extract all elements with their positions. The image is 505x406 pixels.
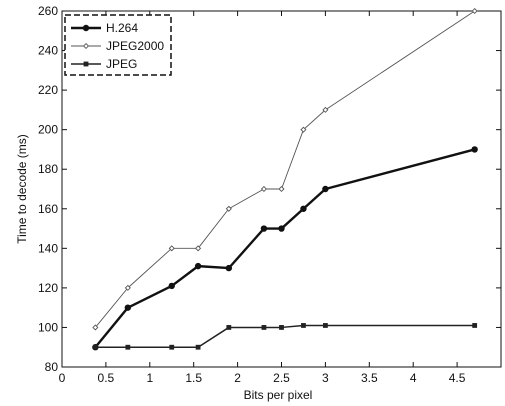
legend-entry-jpeg2000: JPEG2000 [71,39,164,53]
data-point-jpeg2000 [260,185,267,193]
x-tick-label: 4.5 [449,371,466,385]
data-point-h-264 [300,205,307,212]
data-point-h-264 [168,282,175,290]
y-tick-label: 180 [38,162,58,176]
data-point-jpeg [261,325,267,330]
y-tick-label: 80 [45,360,59,374]
legend-label-h-264: H.264 [106,21,138,35]
data-point-h-264 [278,225,285,232]
data-point-jpeg [472,323,478,328]
x-axis-ticks: 0 0.5 1 1.5 2 2.5 3 3.5 4 4.5 [59,11,466,385]
data-point-jpeg2000 [92,324,99,331]
data-point-jpeg2000 [278,185,285,193]
legend-label-jpeg: JPEG [106,57,137,71]
legend-marker-jpeg2000 [82,42,90,50]
x-tick-label: 1 [146,371,153,385]
x-tick-label: 2 [234,371,241,385]
series-jpeg2000 [92,7,478,331]
y-axis-ticks: 80 100 120 140 160 180 200 220 240 260 [38,4,501,374]
data-point-jpeg2000 [225,205,232,212]
series-line-h-264 [94,148,475,348]
y-tick-label: 220 [38,83,58,97]
data-point-jpeg [169,344,175,350]
y-axis-label: Time to decode (ms) [15,134,29,244]
x-tick-label: 3.5 [361,371,378,385]
y-tick-label: 140 [38,241,58,255]
data-point-jpeg2000 [124,284,131,291]
x-tick-label: 3 [322,371,329,385]
legend-box [64,14,172,76]
x-tick-label: 0 [59,371,66,385]
y-tick-label: 100 [38,320,58,334]
data-point-h-264 [225,264,233,272]
data-point-jpeg [323,323,328,328]
data-point-jpeg [125,344,131,350]
x-axis-label: Bits per pixel [244,388,313,402]
data-point-jpeg [301,323,306,328]
x-tick-label: 2.5 [273,371,290,385]
series-jpeg [92,323,478,350]
data-point-jpeg [279,325,284,330]
y-tick-label: 120 [38,281,58,295]
y-tick-label: 160 [38,202,58,216]
x-tick-label: 0.5 [98,371,115,385]
data-point-jpeg2000 [195,245,202,252]
data-point-jpeg2000 [322,106,329,113]
legend-entry-jpeg: JPEG [71,57,137,71]
series-line-jpeg [95,324,475,348]
data-point-jpeg2000 [300,126,307,133]
data-point-jpeg [226,325,232,330]
x-tick-label: 4 [410,371,417,385]
legend-marker-h-264 [82,24,90,32]
data-point-h-264 [322,185,329,193]
legend: H.264 JPEG2000 JPEG [64,14,172,76]
x-tick-label: 1.5 [185,371,202,385]
data-point-h-264 [260,225,268,232]
data-point-jpeg2000 [471,7,478,15]
y-tick-label: 260 [38,4,58,18]
series-layer [92,7,478,351]
data-point-h-264 [471,146,478,153]
data-point-h-264 [124,304,132,311]
data-point-jpeg [195,344,201,350]
data-point-h-264 [194,262,202,270]
legend-entry-h-264: H.264 [71,21,138,35]
y-tick-label: 200 [38,123,58,137]
legend-marker-jpeg [83,61,89,67]
y-tick-label: 240 [38,44,58,58]
series-line-jpeg2000 [95,10,475,328]
data-point-jpeg2000 [168,245,175,252]
data-point-jpeg [92,344,98,350]
legend-label-jpeg2000: JPEG2000 [106,39,164,53]
